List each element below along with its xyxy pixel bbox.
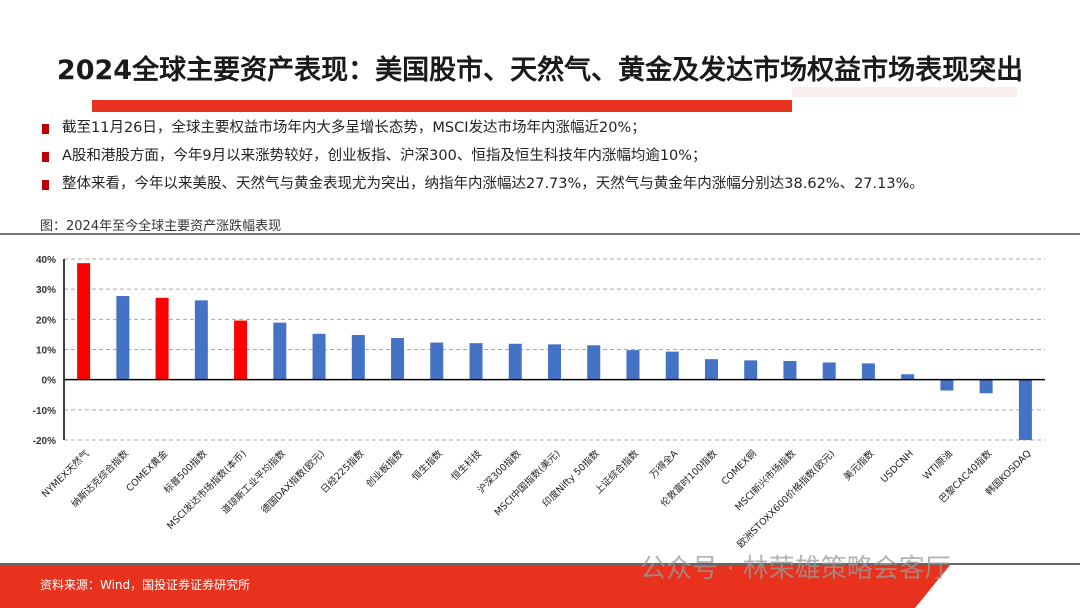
bar bbox=[587, 345, 601, 380]
bar bbox=[234, 320, 248, 380]
source-note: 资料来源：Wind，国投证券证券研究所 bbox=[40, 578, 251, 592]
y-tick-label: 20% bbox=[36, 315, 56, 326]
y-tick-label: -20% bbox=[33, 436, 56, 447]
bar bbox=[116, 296, 130, 380]
bar bbox=[822, 362, 836, 380]
bar bbox=[1018, 379, 1032, 440]
x-tick-label: 德国DAX指数(欧元) bbox=[259, 448, 327, 516]
chart-frame-top bbox=[0, 233, 1080, 235]
bar bbox=[940, 379, 954, 391]
chart-frame-bottom bbox=[0, 563, 1080, 565]
bar bbox=[783, 360, 797, 380]
y-tick-label: 30% bbox=[36, 285, 56, 296]
bar bbox=[430, 342, 444, 380]
bar bbox=[548, 344, 561, 380]
bar bbox=[194, 300, 208, 380]
bullet-item: 截至11月26日，全球主要权益市场年内大多呈增长态势，MSCI发达市场年内涨幅近… bbox=[40, 119, 1060, 138]
x-tick-label: COMEX铜 bbox=[719, 448, 759, 488]
y-tick-label: 40% bbox=[36, 255, 56, 266]
title-accent-shadow bbox=[792, 87, 1017, 97]
y-tick-label: 10% bbox=[36, 346, 56, 357]
y-tick-label: -10% bbox=[33, 406, 56, 417]
x-tick-label: 创业板指数 bbox=[364, 447, 406, 489]
footer-band bbox=[0, 565, 950, 608]
bar bbox=[861, 363, 875, 380]
bar bbox=[665, 351, 679, 380]
x-tick-label: 道琼斯工业平均指数 bbox=[219, 447, 288, 516]
bullet-item: 整体来看，今年以来美股、天然气与黄金表现尤为突出，纳指年内涨幅达27.73%，天… bbox=[40, 175, 1060, 194]
x-tick-label: 万得全A bbox=[647, 447, 681, 481]
bar bbox=[77, 263, 91, 380]
watermark: 公众号 · 林荣雄策略会客厅 bbox=[640, 554, 951, 584]
bar bbox=[469, 343, 483, 380]
x-tick-label: MSCI发达市场指数(本币) bbox=[165, 448, 249, 532]
bar bbox=[704, 359, 718, 380]
bar bbox=[901, 374, 915, 380]
page-title: 2024全球主要资产表现：美国股市、天然气、黄金及发达市场权益市场表现突出 bbox=[56, 55, 1024, 86]
figure-caption: 图：2024年至今全球主要资产涨跌幅表现 bbox=[40, 219, 282, 234]
x-tick-label: USDCNH bbox=[879, 448, 916, 485]
x-tick-label: MSCI中国指数(美元) bbox=[492, 448, 563, 519]
bar bbox=[391, 338, 405, 380]
bar bbox=[744, 360, 758, 380]
x-tick-label: 美元指数 bbox=[841, 447, 877, 483]
title-accent-bar bbox=[92, 100, 792, 112]
bar bbox=[979, 379, 993, 394]
bar bbox=[273, 322, 287, 380]
bar bbox=[508, 343, 522, 380]
x-tick-label: 恒生科技 bbox=[449, 447, 485, 483]
bar bbox=[312, 333, 326, 380]
bar bbox=[626, 350, 640, 380]
x-tick-label: 恒生指数 bbox=[410, 447, 446, 483]
bullet-item: A股和港股方面，今年9月以来涨势较好，创业板指、沪深300、恒指及恒生科技年内涨… bbox=[40, 147, 1060, 166]
bar bbox=[155, 297, 169, 380]
x-tick-label: WTI原油 bbox=[920, 448, 955, 483]
y-tick-label: 0% bbox=[42, 376, 57, 387]
bar-chart: 40%30%20%10%0%-10%-20%NYMEX天然气纳斯达克综合指数CO… bbox=[33, 255, 1045, 550]
bar bbox=[351, 335, 365, 380]
bullet-list: 截至11月26日，全球主要权益市场年内大多呈增长态势，MSCI发达市场年内涨幅近… bbox=[40, 119, 1060, 203]
